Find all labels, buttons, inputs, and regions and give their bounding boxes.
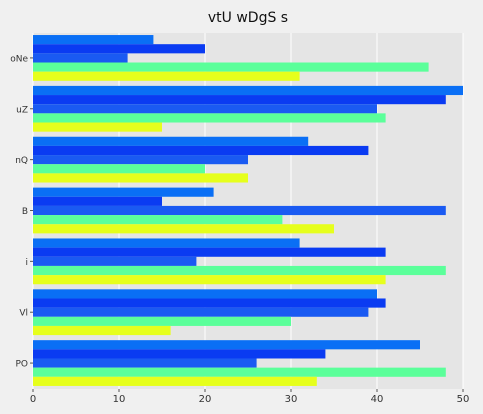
bar xyxy=(33,155,248,165)
x-tick-label: 20 xyxy=(199,394,212,405)
bar xyxy=(33,104,377,114)
bar xyxy=(33,113,386,123)
x-tick-label: 10 xyxy=(113,394,126,405)
bar xyxy=(33,307,369,317)
bar xyxy=(33,53,128,63)
x-tick-label: 50 xyxy=(457,394,470,405)
bar xyxy=(33,173,248,183)
bar xyxy=(33,145,369,156)
category-label: uZ xyxy=(16,105,28,115)
category-labels: oNe uZ nQ Bi Vl PO xyxy=(10,54,33,370)
bar xyxy=(33,340,420,350)
x-tick-label: 0 xyxy=(30,394,36,405)
bar xyxy=(33,256,197,266)
bar xyxy=(33,247,386,257)
bar xyxy=(33,316,291,326)
category-label: B xyxy=(22,207,28,217)
bar xyxy=(33,136,309,146)
chart-title: vtU wDgS s xyxy=(208,10,288,26)
category-label: PO xyxy=(15,360,28,370)
bar xyxy=(33,215,283,225)
bar xyxy=(33,85,463,96)
bar xyxy=(33,62,429,72)
category-label: oNe xyxy=(10,54,28,64)
bar xyxy=(33,164,205,174)
bar xyxy=(33,196,162,206)
x-tick-label: 30 xyxy=(285,394,298,405)
bar xyxy=(33,358,257,368)
bar xyxy=(33,224,334,234)
bar xyxy=(33,35,154,45)
bar xyxy=(33,376,317,386)
x-tick-label: 40 xyxy=(371,394,384,405)
bar xyxy=(33,238,300,248)
bar xyxy=(33,289,377,299)
bar xyxy=(33,187,214,197)
bar xyxy=(33,95,446,105)
category-label: nQ xyxy=(15,156,28,166)
bar xyxy=(33,325,171,336)
bars xyxy=(33,35,463,386)
bar xyxy=(33,265,446,276)
bar xyxy=(33,275,386,285)
bar xyxy=(33,298,386,308)
x-tick-labels: 0 10 20 30 40 50 xyxy=(30,389,470,405)
category-label: i xyxy=(25,258,28,268)
bar xyxy=(33,122,162,132)
category-label: Vl xyxy=(19,309,28,319)
bar xyxy=(33,367,446,377)
bar xyxy=(33,349,326,359)
bar xyxy=(33,205,446,216)
bar xyxy=(33,44,205,54)
bar xyxy=(33,71,300,81)
